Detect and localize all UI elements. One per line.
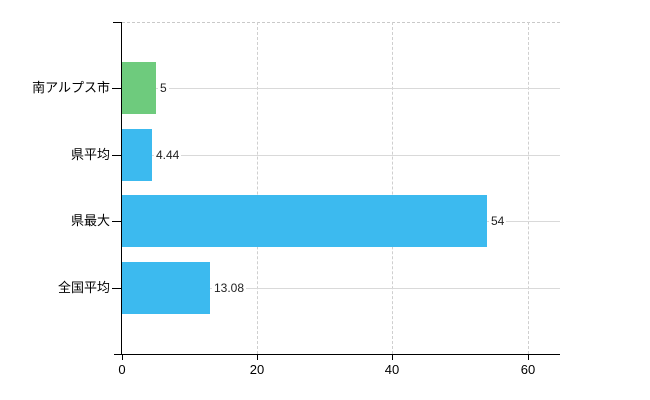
- bar: [122, 195, 487, 247]
- category-tick: [112, 88, 122, 89]
- y-axis-end-tick: [113, 22, 121, 23]
- x-axis: [114, 354, 560, 355]
- gridline-vertical: [392, 22, 393, 354]
- gridline-vertical: [257, 22, 258, 354]
- gridline-horizontal: [122, 88, 560, 89]
- value-label: 54: [489, 212, 507, 230]
- x-tick-label: 40: [384, 362, 400, 377]
- category-tick: [112, 288, 122, 289]
- category-tick: [112, 221, 122, 222]
- category-tick: [112, 155, 122, 156]
- y-axis: [121, 22, 122, 354]
- category-label: 県平均: [70, 147, 110, 162]
- category-label: 全国平均: [57, 280, 110, 295]
- x-tick: [257, 354, 258, 360]
- x-tick-label: 20: [249, 362, 265, 377]
- x-tick: [392, 354, 393, 360]
- bar: [122, 129, 152, 181]
- value-label: 5: [158, 79, 169, 97]
- value-label: 4.44: [154, 146, 182, 164]
- x-tick: [528, 354, 529, 360]
- x-tick: [122, 354, 123, 360]
- bar: [122, 262, 210, 314]
- value-label: 13.08: [212, 279, 247, 297]
- gridline-horizontal: [122, 288, 560, 289]
- plot-area: 5 4.44 54 13.08: [122, 22, 560, 354]
- x-tick-label: 0: [118, 362, 126, 377]
- bar: [122, 62, 156, 114]
- x-tick-label: 60: [520, 362, 536, 377]
- gridline-horizontal: [122, 155, 560, 156]
- plot-top-border: [122, 22, 560, 23]
- category-label: 南アルプス市: [32, 80, 110, 95]
- gridline-vertical: [528, 22, 529, 354]
- category-label: 県最大: [70, 213, 110, 228]
